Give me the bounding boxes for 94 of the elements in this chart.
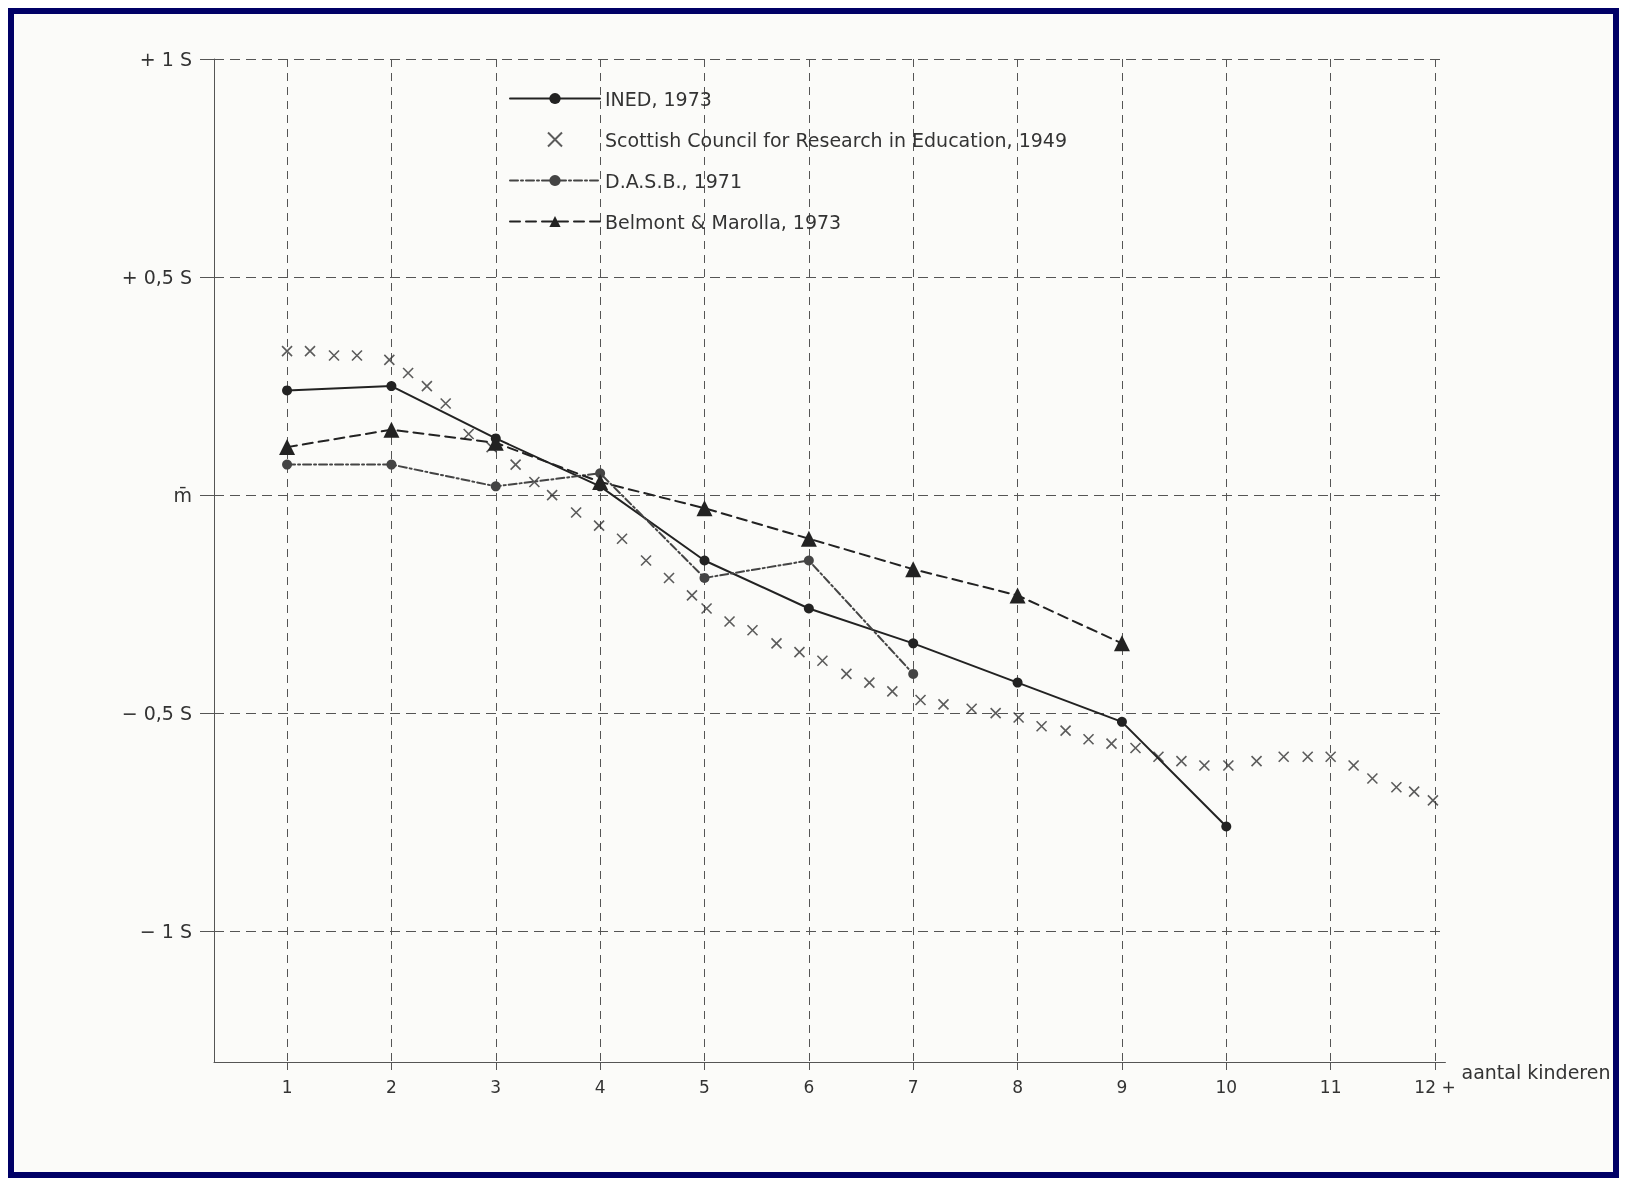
point — [439, 397, 452, 410]
x-tick-label: 1 — [281, 1076, 293, 1097]
x-tick-label: 10 — [1215, 1076, 1238, 1097]
point — [1175, 755, 1188, 767]
point — [803, 603, 814, 614]
point — [1035, 720, 1048, 733]
point — [304, 345, 316, 357]
x-tick-label: 3 — [490, 1076, 502, 1097]
point — [905, 561, 922, 578]
point — [616, 532, 628, 545]
point — [914, 694, 927, 706]
x-axis-title: aantal kinderen — [1461, 1060, 1611, 1083]
point — [886, 685, 899, 698]
point — [1250, 755, 1263, 767]
point — [770, 637, 783, 650]
point — [803, 555, 814, 566]
point — [402, 367, 414, 379]
x-tick-label: 7 — [907, 1076, 919, 1097]
y-tick-label: + 1 S — [139, 48, 192, 70]
point — [746, 624, 759, 637]
point — [351, 349, 363, 362]
point — [279, 439, 296, 456]
point — [699, 572, 710, 583]
point — [1198, 759, 1211, 772]
y-tick-label: m̄ — [173, 484, 192, 507]
point — [1059, 724, 1072, 737]
point — [1222, 759, 1235, 772]
point — [1301, 750, 1314, 763]
point — [490, 481, 501, 492]
x-tick-label: 9 — [1116, 1076, 1128, 1097]
x-tick-label: 8 — [1012, 1076, 1023, 1097]
point — [1324, 750, 1337, 763]
point — [1427, 794, 1439, 807]
point — [421, 380, 433, 392]
point — [1347, 759, 1360, 772]
y-tick-label: − 1 S — [139, 920, 192, 943]
point — [699, 555, 710, 566]
point — [840, 668, 853, 680]
point — [1105, 737, 1118, 750]
x-tick-label: 2 — [386, 1076, 397, 1097]
point — [546, 489, 558, 501]
point — [1012, 711, 1025, 724]
point — [793, 646, 806, 658]
y-tick-label: + 0,5 S — [121, 266, 192, 289]
x-tick-label: 11 — [1319, 1076, 1342, 1097]
point — [686, 589, 698, 602]
point — [282, 459, 293, 470]
point — [386, 381, 397, 392]
point — [1012, 677, 1023, 688]
point — [1408, 785, 1420, 798]
point — [592, 474, 609, 490]
point — [593, 519, 605, 532]
point — [965, 702, 978, 715]
point — [723, 615, 736, 628]
point — [386, 459, 397, 470]
point — [989, 707, 1002, 719]
x-tick-label: 6 — [803, 1076, 815, 1097]
point — [1152, 750, 1165, 763]
x-tick-label: 12 + — [1414, 1076, 1456, 1097]
point — [1221, 821, 1232, 832]
point — [1116, 716, 1127, 727]
point — [640, 554, 652, 567]
point — [282, 385, 293, 396]
point — [663, 572, 675, 584]
point — [383, 354, 396, 366]
legend-label: Belmont & Marolla, 1973 — [605, 210, 842, 233]
point — [700, 602, 713, 615]
point — [528, 476, 541, 488]
point — [816, 655, 829, 667]
legend-label: Scottish Council for Research in Education, 1949 — [605, 128, 1068, 151]
point — [570, 506, 582, 519]
point — [1129, 742, 1142, 754]
point — [800, 530, 817, 547]
x-tick-label: 4 — [594, 1076, 606, 1097]
point — [863, 676, 876, 689]
point — [908, 638, 919, 649]
point — [509, 458, 522, 471]
x-tick-label: 5 — [699, 1076, 710, 1097]
y-tick-label: − 0,5 S — [121, 702, 192, 725]
point — [1113, 635, 1130, 652]
point — [937, 698, 950, 711]
point — [908, 668, 919, 679]
point — [1366, 772, 1379, 785]
point — [696, 500, 713, 517]
point — [1277, 750, 1290, 763]
legend-label: INED, 1973 — [605, 87, 712, 110]
point — [328, 349, 340, 362]
point — [1082, 733, 1095, 746]
point — [383, 421, 400, 438]
point — [1390, 781, 1403, 794]
point — [1009, 587, 1026, 604]
point — [462, 428, 475, 440]
point — [281, 345, 293, 357]
legend-label: D.A.S.B., 1971 — [605, 169, 742, 192]
